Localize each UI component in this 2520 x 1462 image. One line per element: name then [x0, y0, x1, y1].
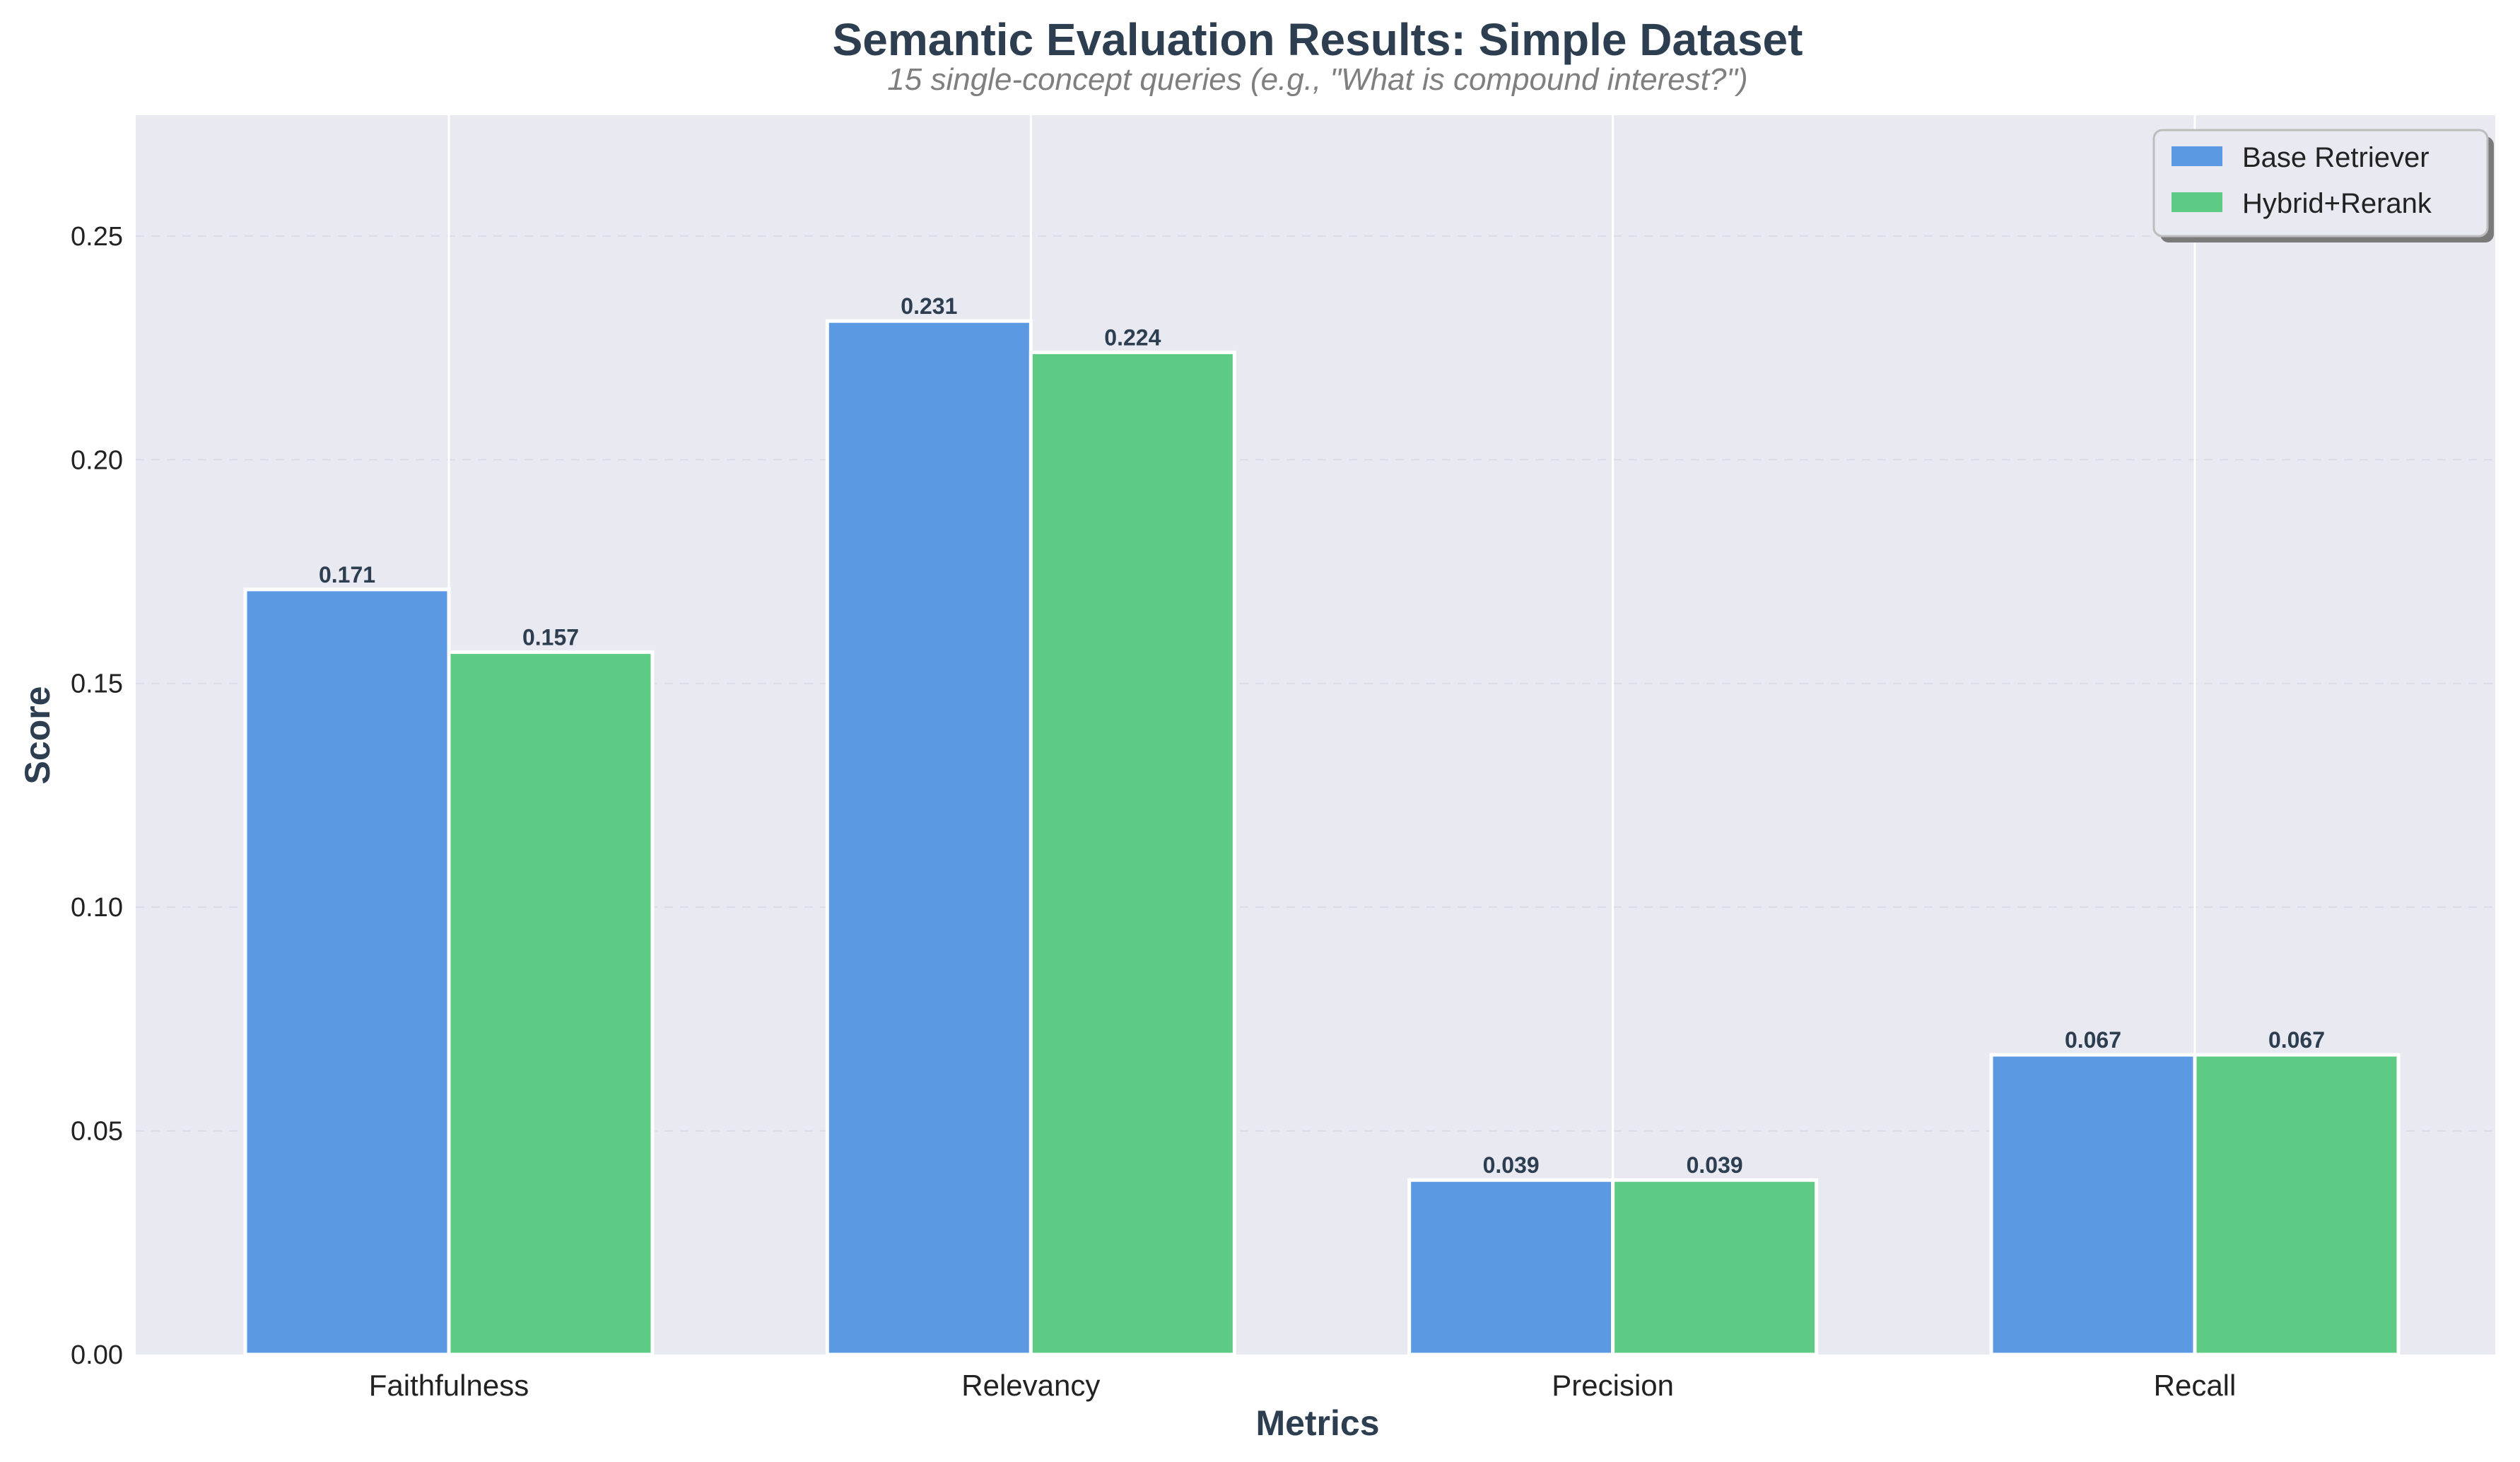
y-tick-label: 0.00: [71, 1340, 123, 1370]
value-label: 0.067: [2065, 1027, 2121, 1053]
y-tick-label: 0.25: [71, 222, 123, 252]
x-axis-ticks: Faithfulness Relevancy Precision Recall: [369, 1369, 2237, 1402]
bar-base-retriever-recall: [1989, 1053, 2197, 1357]
x-tick-label: Relevancy: [961, 1369, 1100, 1402]
y-tick-label: 0.10: [71, 893, 123, 923]
bar-hybrid-rerank-recall: [2193, 1053, 2401, 1357]
value-label: 0.067: [2268, 1027, 2325, 1053]
y-tick-label: 0.05: [71, 1117, 123, 1147]
chart-title: Semantic Evaluation Results: Simple Data…: [833, 14, 1803, 65]
bars: [243, 319, 2401, 1357]
value-labels: 0.171 0.231 0.039 0.067 0.157 0.224 0.039 0.067: [319, 293, 2325, 1178]
value-label: 0.231: [901, 293, 957, 319]
bar-base-retriever-faithfulness: [243, 587, 451, 1357]
value-label: 0.224: [1104, 324, 1161, 350]
value-label: 0.171: [319, 562, 375, 587]
bar-base-retriever-relevancy: [825, 319, 1033, 1357]
legend: Base Retriever Hybrid+Rerank: [2152, 129, 2494, 242]
bar-hybrid-rerank-precision: [1611, 1178, 1819, 1357]
x-tick-label: Precision: [1552, 1369, 1674, 1402]
x-tick-label: Faithfulness: [369, 1369, 529, 1402]
legend-frame: [2152, 129, 2489, 238]
x-tick-label: Recall: [2154, 1369, 2237, 1402]
legend-label-hybrid-rerank: Hybrid+Rerank: [2242, 188, 2432, 219]
legend-swatch-base-retriever: [2172, 146, 2222, 166]
y-axis-label: Score: [18, 686, 57, 785]
legend-label-base-retriever: Base Retriever: [2242, 142, 2430, 173]
y-tick-label: 0.15: [71, 669, 123, 699]
bar-hybrid-rerank-faithfulness: [447, 650, 655, 1357]
y-axis-ticks: 0.00 0.05 0.10 0.15 0.20 0.25: [71, 222, 123, 1370]
value-label: 0.039: [1483, 1152, 1540, 1178]
bar-hybrid-rerank-relevancy: [1028, 350, 1236, 1357]
legend-swatch-hybrid-rerank: [2172, 192, 2222, 212]
bar-base-retriever-precision: [1407, 1178, 1615, 1357]
value-label: 0.039: [1687, 1152, 1743, 1178]
x-axis-label: Metrics: [1255, 1403, 1379, 1443]
y-tick-label: 0.20: [71, 445, 123, 475]
value-label: 0.157: [522, 624, 579, 650]
chart-subtitle: 15 single-concept queries (e.g., "What i…: [887, 62, 1747, 97]
